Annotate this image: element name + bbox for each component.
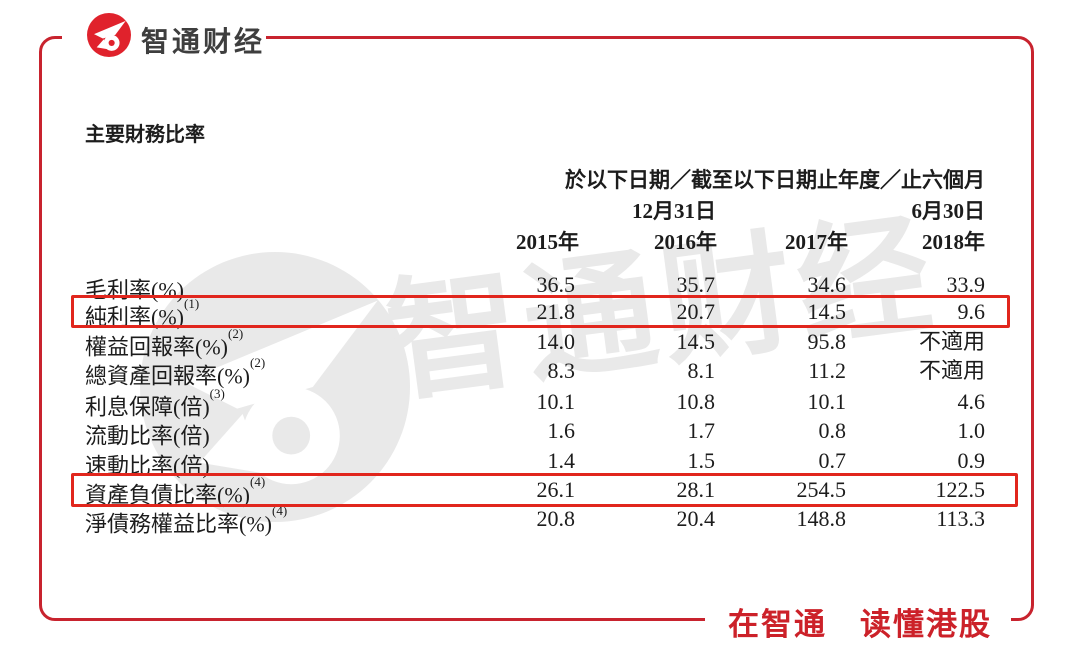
row-label: 資產負債比率(%)(4) (85, 474, 266, 508)
row-label-footnote: (4) (249, 474, 266, 489)
table-cell: 10.1 (536, 389, 576, 414)
table-cell: 28.1 (676, 477, 716, 502)
row-label-footnote: (4) (271, 503, 288, 518)
table-header-date-dec31: 12月31日 (632, 199, 716, 223)
table-cell: 不適用 (918, 329, 985, 354)
table-row: 純利率(%)(1) 21.8 20.7 14.5 9.6 (85, 296, 986, 329)
table-cell: 不適用 (918, 358, 985, 383)
table-cell: 14.5 (807, 299, 847, 324)
table-cell: 21.8 (536, 299, 576, 324)
table-cell: 9.6 (957, 299, 986, 324)
page-frame (39, 36, 1034, 621)
table-cell: 148.8 (796, 506, 847, 531)
table-cell: 20.7 (676, 299, 716, 324)
table-cell: 4.6 (957, 389, 986, 414)
table-header-period: 於以下日期／截至以下日期止年度／止六個月 (565, 168, 985, 192)
table-cell: 33.9 (946, 272, 986, 297)
row-label-footnote: (2) (227, 326, 244, 341)
table-cell: 34.6 (807, 272, 847, 297)
brand-logo-icon (87, 13, 131, 57)
table-row: 毛利率(%) 36.5 35.7 34.6 33.9 (85, 272, 986, 302)
table-header-year-2016: 2016年 (654, 230, 717, 254)
table-row: 淨債務權益比率(%)(4) 20.8 20.4 148.8 113.3 (85, 503, 985, 536)
row-label: 淨債務權益比率(%)(4) (85, 503, 288, 537)
table-cell: 95.8 (807, 329, 847, 354)
table-cell: 8.1 (687, 358, 716, 383)
row-label-footnote: (1) (183, 296, 200, 311)
table-cell: 1.6 (547, 418, 576, 443)
financial-ratios-table: 於以下日期／截至以下日期止年度／止六個月 12月31日 6月30日 2015年 … (85, 0, 985, 647)
brand-name: 智通财经 (141, 26, 266, 57)
table-cell: 1.0 (957, 418, 986, 443)
table-cell: 113.3 (936, 506, 985, 531)
table-cell: 35.7 (676, 272, 716, 297)
frame-gap-top (62, 33, 266, 43)
table-cell: 11.2 (808, 358, 846, 383)
row-label: 權益回報率(%)(2) (85, 326, 244, 360)
table-cell: 254.5 (796, 477, 847, 502)
table-header-year-2015: 2015年 (516, 230, 579, 254)
table-cell: 20.8 (536, 506, 576, 531)
table-cell: 10.1 (807, 389, 847, 414)
table-cell: 26.1 (536, 477, 576, 502)
table-cell: 0.9 (957, 448, 986, 473)
table-cell: 14.5 (676, 329, 716, 354)
table-row: 利息保障(倍)(3) 10.1 10.8 10.1 4.6 (85, 386, 986, 419)
row-label: 利息保障(倍)(3) (85, 386, 225, 420)
row-label-footnote: (3) (209, 386, 225, 401)
table-row: 總資產回報率(%)(2) 8.3 8.1 11.2 不適用 (85, 355, 985, 388)
row-label: 流動比率(倍) (85, 423, 210, 449)
table-row: 資產負債比率(%)(4) 26.1 28.1 254.5 122.5 (85, 474, 986, 507)
table-cell: 8.3 (547, 358, 576, 383)
table-cell: 1.7 (687, 418, 716, 443)
table-header-year-2018: 2018年 (922, 230, 985, 254)
table-cell: 0.7 (818, 448, 847, 473)
table-cell: 36.5 (536, 272, 576, 297)
brand-slogan: 在智通 读懂港股 (728, 607, 992, 642)
row-label: 速動比率(倍) (85, 453, 210, 479)
row-label: 毛利率(%) (85, 277, 184, 303)
table-header-date-jun30: 6月30日 (911, 199, 986, 223)
row-label: 總資產回報率(%)(2) (85, 355, 266, 389)
table-cell: 20.4 (676, 506, 716, 531)
table-cell: 1.5 (687, 448, 716, 473)
row-label: 純利率(%)(1) (85, 296, 200, 330)
table-header-year-2017: 2017年 (785, 230, 848, 254)
table-cell: 122.5 (935, 477, 986, 502)
table-row: 速動比率(倍) 1.4 1.5 0.7 0.9 (85, 448, 986, 478)
row-label-footnote: (2) (249, 355, 266, 370)
table-cell: 14.0 (536, 329, 576, 354)
table-cell: 0.8 (818, 418, 847, 443)
table-cell: 10.8 (676, 389, 716, 414)
table-row: 流動比率(倍) 1.6 1.7 0.8 1.0 (85, 418, 986, 448)
page-title: 主要財務比率 (85, 124, 205, 146)
table-row: 權益回報率(%)(2) 14.0 14.5 95.8 不適用 (85, 326, 985, 359)
table-cell: 1.4 (547, 448, 576, 473)
frame-gap-bottom (705, 613, 1011, 625)
